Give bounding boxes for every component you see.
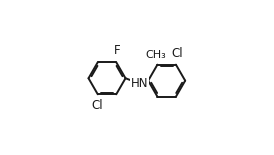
Text: CH₃: CH₃ — [146, 50, 167, 60]
Text: HN: HN — [131, 77, 149, 90]
Text: Cl: Cl — [91, 99, 103, 112]
Text: F: F — [113, 44, 120, 57]
Text: Cl: Cl — [172, 47, 183, 60]
